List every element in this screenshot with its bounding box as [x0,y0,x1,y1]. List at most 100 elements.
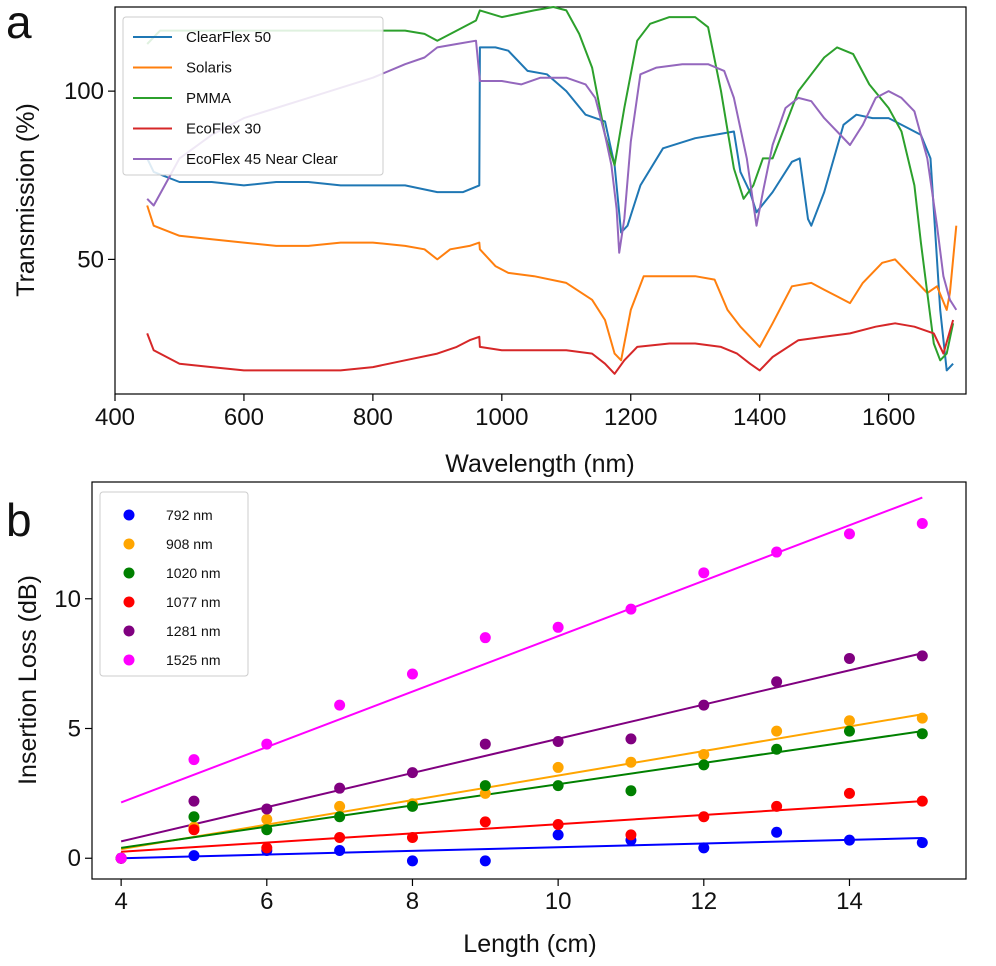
legend-label-ecoflex-30: EcoFlex 30 [186,121,261,138]
panel-b-x-tick-label: 4 [114,888,127,915]
legend-marker-1020-nm [123,567,135,579]
point-1077-nm-5 [188,824,200,836]
panel-a-x-tick-label: 1200 [604,404,657,431]
panel-a-x-tick-label: 400 [95,404,135,431]
fit-line-908-nm [120,713,923,851]
legend-label-1020-nm: 1020 nm [166,565,220,581]
point-908-nm-14 [843,715,855,727]
point-1077-nm-14 [843,787,855,799]
panel-b: b 4 6 8 10 12 14 0 5 10 Length (cm) Insertion L… [6,481,967,958]
point-1281-nm-15 [916,650,928,662]
legend-label-clearflex-50: ClearFlex 50 [186,29,271,46]
point-1525-nm-14 [843,528,855,540]
point-1525-nm-4 [115,852,127,864]
panel-b-x-tick-label: 14 [836,888,863,915]
panel-b-y-ticks: 0 5 10 [54,586,92,872]
legend-marker-908-nm [123,538,135,550]
point-1281-nm-5 [188,795,200,807]
point-908-nm-7 [334,800,346,812]
point-1525-nm-12 [698,567,710,579]
panel-b-fit-lines [120,496,923,860]
legend-label-solaris: Solaris [186,60,232,77]
point-1281-nm-11 [625,733,637,745]
point-1525-nm-5 [188,754,200,766]
point-1020-nm-8 [406,800,418,812]
point-1281-nm-8 [406,767,418,779]
point-1020-nm-10 [552,780,564,792]
point-792-nm-10 [552,829,564,841]
panel-b-y-tick-label: 10 [54,586,81,613]
point-1077-nm-10 [552,819,564,831]
point-1077-nm-11 [625,829,637,841]
point-792-nm-15 [916,837,928,849]
legend-label-1281-nm: 1281 nm [166,623,220,639]
point-908-nm-10 [552,761,564,773]
point-1281-nm-13 [771,676,783,688]
panel-a-y-tick-label: 50 [77,246,104,273]
panel-a-x-tick-label: 1000 [475,404,528,431]
point-1077-nm-12 [698,811,710,823]
legend-marker-1077-nm [123,596,135,608]
panel-a-x-tick-label: 600 [224,404,264,431]
point-1525-nm-15 [916,518,928,530]
legend-label-ecoflex-45-near-clear: EcoFlex 45 Near Clear [186,151,338,168]
legend-label-1077-nm: 1077 nm [166,594,220,610]
panel-b-y-tick-label: 5 [68,716,81,743]
point-1525-nm-6 [261,738,273,750]
point-1020-nm-13 [771,743,783,755]
panel-a-x-ticks: 400 600 800 1000 1200 1400 1600 [95,394,915,431]
legend-marker-1525-nm [123,654,135,666]
point-1525-nm-11 [625,603,637,615]
panel-b-letter: b [6,494,32,546]
point-1020-nm-12 [698,759,710,771]
panel-a-x-tick-label: 1400 [733,404,786,431]
panel-a-x-tick-label: 800 [353,404,393,431]
point-908-nm-12 [698,748,710,760]
panel-b-x-axis-title: Length (cm) [463,930,596,958]
point-1020-nm-5 [188,811,200,823]
point-1281-nm-9 [479,738,491,750]
point-1077-nm-15 [916,795,928,807]
point-908-nm-13 [771,725,783,737]
point-1525-nm-7 [334,699,346,711]
point-1525-nm-10 [552,621,564,633]
panel-b-y-axis-title: Insertion Loss (dB) [14,575,42,785]
point-1525-nm-13 [771,546,783,558]
point-792-nm-7 [334,844,346,856]
point-1077-nm-8 [406,831,418,843]
legend-marker-1281-nm [123,625,135,637]
fit-line-1020-nm [120,730,923,849]
fit-line-1281-nm [120,652,923,843]
point-1077-nm-6 [261,842,273,854]
point-1281-nm-14 [843,652,855,664]
panel-a: a 400 600 800 1000 1200 1400 1600 50 100 Wavele… [6,0,967,478]
point-792-nm-8 [406,855,418,867]
series-line-ecoflex-30 [146,319,955,375]
fit-line-792-nm [121,837,923,860]
series-line-clearflex-50 [146,46,954,372]
legend-marker-792-nm [123,509,135,521]
point-792-nm-12 [698,842,710,854]
panel-a-letter: a [6,0,32,48]
point-792-nm-9 [479,855,491,867]
fit-line-1077-nm [121,800,923,853]
panel-a-legend-box [122,16,384,176]
series-line-pmma [146,6,955,362]
point-908-nm-15 [916,712,928,724]
series-line-solaris [146,205,958,362]
panel-b-x-ticks: 4 6 8 10 12 14 [114,879,863,915]
panel-b-x-tick-label: 10 [545,888,572,915]
point-908-nm-6 [261,813,273,825]
legend-label-1525-nm: 1525 nm [166,652,220,668]
point-1525-nm-8 [406,668,418,680]
panel-b-legend-box [99,491,249,677]
panel-b-scatter-points [115,518,928,867]
point-908-nm-11 [625,756,637,768]
panel-a-series-lines [146,6,958,375]
point-1020-nm-9 [479,780,491,792]
point-1020-nm-7 [334,811,346,823]
point-1077-nm-7 [334,831,346,843]
panel-a-legend: ClearFlex 50 Solaris PMMA EcoFlex 30 EcoFlex… [122,16,384,176]
legend-label-pmma: PMMA [186,90,231,107]
